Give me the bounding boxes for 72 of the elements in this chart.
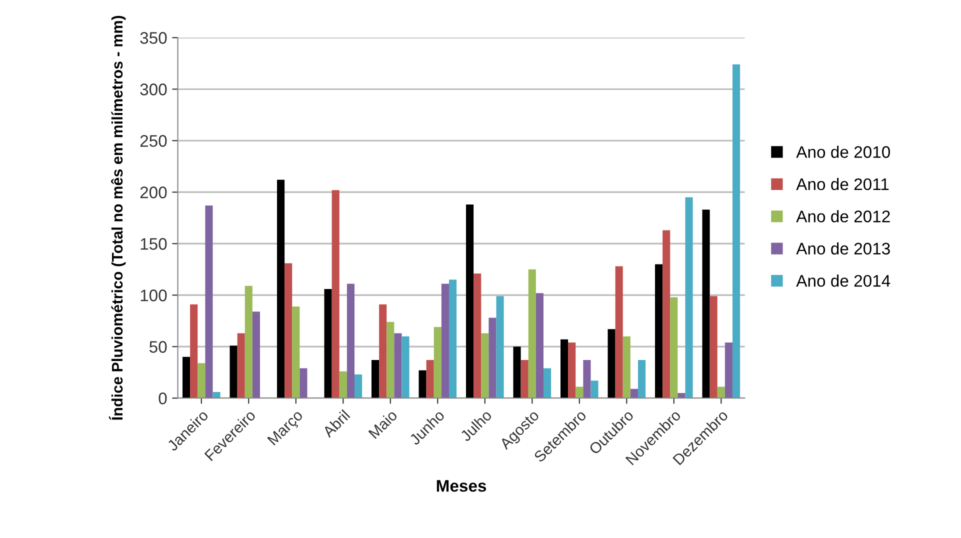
legend-label: Ano de 2014 [796, 274, 890, 287]
bar [354, 374, 362, 398]
bar [536, 293, 544, 398]
bar [662, 230, 670, 398]
bar [710, 296, 718, 398]
bar [496, 296, 504, 398]
bar [568, 342, 576, 398]
bar [372, 360, 380, 398]
bar [655, 264, 663, 398]
y-tick-label: 300 [140, 84, 167, 96]
bar [466, 204, 474, 398]
bar [434, 327, 442, 398]
y-tick-label: 0 [158, 392, 167, 404]
bar [284, 263, 292, 398]
y-tick-label: 250 [140, 135, 167, 147]
bar [230, 346, 238, 398]
bar [402, 336, 410, 398]
bar [702, 210, 710, 398]
bar [615, 266, 623, 398]
bar [583, 360, 591, 398]
bar [474, 274, 482, 398]
y-tick-label: 100 [140, 290, 167, 302]
bar [590, 380, 598, 398]
bar [252, 312, 260, 398]
bar [608, 329, 616, 398]
y-tick-label: 150 [140, 238, 167, 250]
bar [277, 180, 285, 398]
bar [560, 339, 568, 398]
bar [346, 284, 354, 398]
bar [212, 392, 220, 398]
bar [190, 304, 198, 398]
bar [670, 297, 678, 398]
bar [394, 333, 402, 398]
bar [717, 386, 725, 398]
bar [576, 386, 584, 398]
bar [481, 333, 489, 398]
bar [292, 306, 300, 398]
bar [386, 322, 394, 398]
bar [198, 363, 206, 398]
bar [300, 368, 308, 398]
bar [638, 360, 646, 398]
legend-label: Ano de 2010 [796, 146, 890, 158]
bar [528, 269, 536, 398]
bar [332, 190, 340, 398]
bar [379, 304, 387, 398]
bar [448, 280, 457, 398]
legend-label: Ano de 2011 [796, 178, 889, 190]
bar [244, 286, 252, 398]
x-axis-title: Meses [436, 480, 486, 492]
y-axis-title: Índice Pluviométrico (Total no mês em milímetros - mm) [108, 16, 126, 420]
bar [339, 371, 347, 398]
bar [488, 318, 496, 398]
bar [543, 368, 552, 398]
bar [205, 206, 213, 398]
y-tick-label: 350 [140, 32, 167, 44]
bar [324, 288, 332, 398]
y-tick-label: 50 [150, 341, 167, 353]
bar [513, 346, 521, 398]
bar [441, 284, 449, 398]
bar [685, 197, 693, 398]
legend-label: Ano de 2012 [796, 210, 890, 222]
bar [724, 342, 732, 398]
bar [630, 388, 638, 398]
bar [237, 333, 245, 398]
bar [426, 360, 434, 398]
bar [418, 370, 426, 398]
y-tick-label: 200 [140, 186, 167, 198]
legend-label: Ano de 2013 [796, 242, 890, 255]
bar [622, 336, 630, 398]
bar [520, 360, 528, 398]
bar [732, 64, 740, 398]
bar [182, 356, 190, 398]
